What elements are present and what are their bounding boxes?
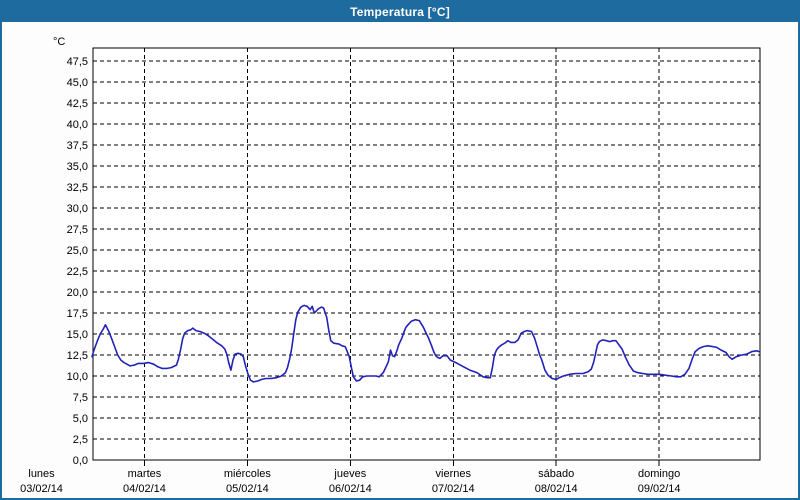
y-tick-label: 30,0 <box>67 203 88 215</box>
window-titlebar: Temperatura [°C] <box>2 2 798 22</box>
y-tick-label: 10,0 <box>67 371 88 383</box>
x-day-label: domingo <box>638 468 680 480</box>
y-tick-label: 47,5 <box>67 56 88 68</box>
y-tick-label: 25,0 <box>67 245 88 257</box>
x-day-label: martes <box>128 468 162 480</box>
y-tick-label: 12,5 <box>67 350 88 362</box>
y-tick-label: 42,5 <box>67 98 88 110</box>
window-title: Temperatura [°C] <box>350 5 450 19</box>
x-date-label: 03/02/14 <box>20 483 63 495</box>
y-tick-label: 35,0 <box>67 161 88 173</box>
x-date-label: 07/02/14 <box>432 483 475 495</box>
y-tick-label: 15,0 <box>67 329 88 341</box>
y-axis-unit-label: °C <box>53 36 65 48</box>
y-tick-label: 37,5 <box>67 140 88 152</box>
x-day-label: jueves <box>333 468 366 480</box>
x-date-label: 08/02/14 <box>535 483 578 495</box>
y-tick-label: 45,0 <box>67 77 88 89</box>
x-day-label: miércoles <box>224 468 272 480</box>
y-tick-label: 5,0 <box>73 413 88 425</box>
y-tick-label: 22,5 <box>67 266 88 278</box>
y-tick-label: 0,0 <box>73 455 88 467</box>
y-tick-label: 32,5 <box>67 182 88 194</box>
y-tick-label: 27,5 <box>67 224 88 236</box>
y-tick-label: 17,5 <box>67 308 88 320</box>
y-tick-label: 7,5 <box>73 392 88 404</box>
temperature-series-line <box>91 304 760 383</box>
x-date-label: 09/02/14 <box>638 483 681 495</box>
x-day-label: lunes <box>28 468 55 480</box>
x-date-label: 05/02/14 <box>226 483 269 495</box>
x-date-label: 06/02/14 <box>329 483 372 495</box>
x-date-label: 04/02/14 <box>123 483 166 495</box>
plot-background <box>93 48 760 460</box>
x-day-label: sábado <box>538 468 574 480</box>
plot-border <box>92 47 761 461</box>
y-tick-label: 2,5 <box>73 434 88 446</box>
y-tick-label: 40,0 <box>67 119 88 131</box>
x-day-label: viernes <box>436 468 472 480</box>
y-tick-label: 20,0 <box>67 287 88 299</box>
